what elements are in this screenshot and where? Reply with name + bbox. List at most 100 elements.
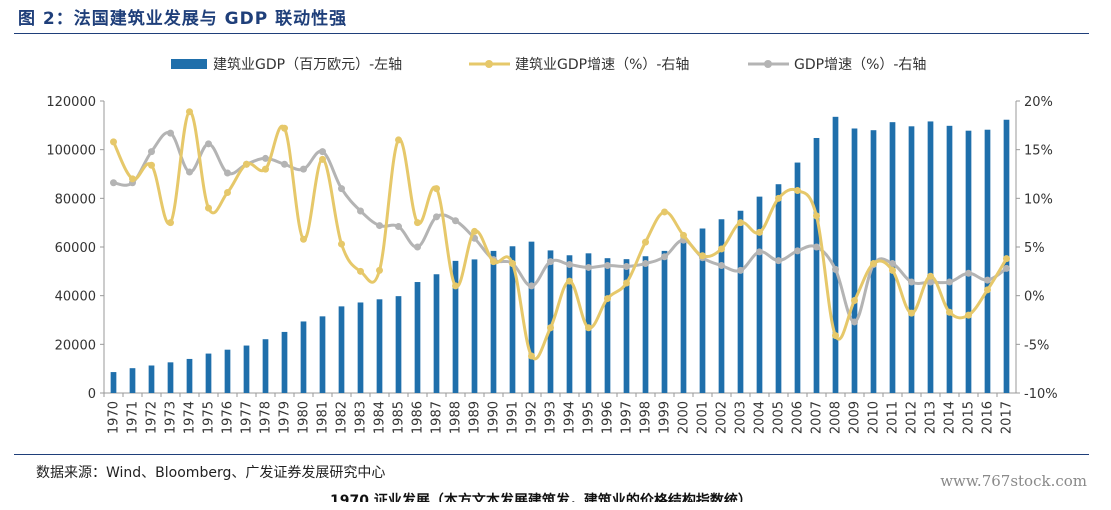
x-tick-label: 2005 (772, 401, 787, 434)
gdp-growth-point (585, 263, 592, 271)
construction-growth-point (1003, 255, 1010, 263)
x-tick-label: 2004 (753, 401, 768, 434)
bar (813, 137, 820, 393)
x-tick-label: 2000 (677, 401, 692, 434)
construction-growth-point (471, 227, 478, 235)
x-tick-label: 1974 (183, 401, 198, 434)
x-tick-label: 2010 (867, 401, 882, 434)
gdp-growth-point (642, 260, 649, 268)
legend-swatch-bars (171, 59, 207, 69)
construction-growth-point (547, 324, 554, 332)
gdp-growth-point (889, 260, 896, 268)
construction-growth-point (889, 266, 896, 274)
watermark: www.767stock.com (940, 472, 1087, 490)
bar (528, 241, 535, 393)
source-note: 数据来源：Wind、Bloomberg、广发证券发展研究中心 (36, 465, 386, 481)
x-tick-label: 2012 (905, 401, 920, 434)
x-tick-label: 1971 (126, 401, 141, 434)
bar (547, 250, 554, 393)
construction-growth-point (338, 240, 345, 248)
bar (338, 306, 345, 393)
construction-growth-point (870, 260, 877, 268)
x-tick-label: 2003 (734, 401, 749, 434)
construction-growth-point (395, 136, 402, 144)
gdp-growth-point (851, 318, 858, 326)
cut-off-text: 1970 证业发展（本方文本发展建筑发，建筑业的价格结构指数统） (330, 493, 752, 509)
x-tick-label: 2017 (1000, 401, 1015, 434)
gdp-growth-point (794, 247, 801, 255)
construction-growth-point (281, 124, 288, 132)
left-tick-label: 20000 (55, 338, 96, 353)
construction-growth-point (908, 309, 915, 317)
x-tick-label: 1980 (297, 401, 312, 434)
chart-legend: 建筑业GDP（百万欧元）-左轴 建筑业GDP增速（%）-右轴 GDP增速（%）-右轴 (171, 57, 926, 73)
gdp-growth-point (775, 257, 782, 265)
bar (357, 302, 364, 393)
x-tick-label: 2007 (810, 401, 825, 434)
construction-growth-point (148, 161, 155, 169)
legend-marker-construction-growth (485, 60, 493, 68)
bar (699, 228, 706, 393)
construction-growth-point (110, 138, 117, 146)
construction-growth-point (224, 188, 231, 196)
gdp-growth-point (737, 266, 744, 274)
x-tick-label: 1984 (373, 401, 388, 434)
construction-growth-point (699, 252, 706, 260)
bar (452, 260, 459, 393)
gdp-growth-point (205, 140, 212, 148)
gdp-growth-point (452, 217, 459, 225)
x-tick-label: 2016 (981, 401, 996, 434)
bar (376, 299, 383, 393)
gdp-growth-point (547, 258, 554, 266)
bar (395, 296, 402, 393)
bar (186, 358, 193, 393)
gdp-growth-point (908, 278, 915, 286)
chart-svg: 建筑业GDP（百万欧元）-左轴 建筑业GDP增速（%）-右轴 GDP增速（%）-右轴… (46, 57, 1057, 434)
construction-growth-point (490, 258, 497, 266)
gdp-growth-point (623, 262, 630, 270)
bar (680, 237, 687, 393)
x-tick-label: 2011 (886, 401, 901, 434)
bar (642, 256, 649, 393)
x-tick-label: 1990 (487, 401, 502, 434)
tick-labels: 0 20000 40000 60000 80000 100000 120000 -10% -5%… (46, 95, 1057, 434)
construction-growth-point (528, 352, 535, 360)
gdp-growth-point (262, 154, 269, 162)
x-tick-label: 2014 (943, 401, 958, 434)
bar (718, 219, 725, 393)
construction-growth-point (414, 219, 421, 227)
x-tick-label: 1977 (240, 401, 255, 434)
x-tick-label: 1992 (525, 401, 540, 434)
source-rule (14, 454, 1089, 455)
x-tick-label: 2009 (848, 401, 863, 434)
gdp-growth-point (338, 185, 345, 193)
construction-growth-point (243, 160, 250, 168)
right-tick-label: -5% (1024, 338, 1049, 353)
left-tick-label: 100000 (46, 144, 96, 159)
x-tick-label: 1986 (411, 401, 426, 434)
bar (946, 125, 953, 393)
gdp-growth-point (224, 169, 231, 177)
x-tick-label: 1973 (164, 401, 179, 434)
bar (243, 345, 250, 393)
bar (851, 128, 858, 393)
x-tick-label: 1996 (601, 401, 616, 434)
x-tick-label: 2006 (791, 401, 806, 434)
x-tick-label: 2015 (962, 401, 977, 434)
figure-title: 图 2：法国建筑业发展与 GDP 联动性强 (18, 9, 348, 29)
construction-growth-point (585, 324, 592, 332)
bar-series (110, 116, 1010, 394)
construction-growth-point (946, 308, 953, 316)
bar (433, 274, 440, 393)
construction-growth-point (300, 235, 307, 243)
gdp-growth-point (756, 248, 763, 256)
x-tick-label: 1976 (221, 401, 236, 434)
gdp-growth-point (1003, 264, 1010, 272)
x-tick-label: 1993 (544, 401, 559, 434)
x-tick-label: 1995 (582, 401, 597, 434)
construction-growth-line (112, 110, 1008, 361)
gdp-growth-point (186, 168, 193, 176)
x-tick-label: 1970 (107, 401, 122, 434)
legend-label-construction-growth: 建筑业GDP增速（%）-右轴 (515, 57, 689, 73)
bar (471, 259, 478, 393)
